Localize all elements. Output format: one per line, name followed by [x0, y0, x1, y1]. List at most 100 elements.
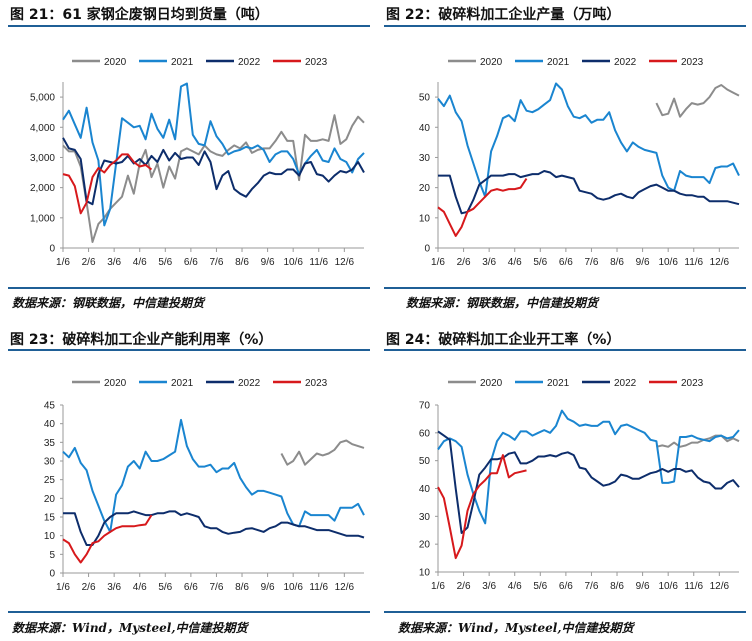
- y-tick-label: 10: [44, 531, 56, 542]
- chart-svg: 0 10 20 30 40 50 1/6 2/6 3/6 4/6 5/6 6/6 7/6 8/6 9/6 10…: [419, 57, 740, 268]
- x-tick-label: 11/6: [684, 581, 703, 592]
- series-line-2022: [438, 170, 740, 215]
- x-tick-label: 8/6: [235, 257, 249, 268]
- x-tick-label: 9/6: [261, 257, 275, 268]
- legend-label-2023: 2023: [681, 378, 704, 389]
- y-tick-label: 10: [419, 213, 431, 224]
- x-tick-label: 10/6: [658, 257, 678, 268]
- source-note: 数据来源：Wind，Mysteel,中信建投期货: [398, 621, 634, 635]
- x-tick-label: 6/6: [184, 582, 198, 593]
- series-line-2020: [656, 434, 740, 448]
- x-tick-label: 8/6: [235, 582, 249, 593]
- legend-label-2023: 2023: [681, 57, 704, 68]
- series-line-2023: [62, 514, 153, 564]
- x-tick-label: 10/6: [658, 581, 678, 592]
- y-tick-label: 50: [419, 456, 431, 467]
- x-tick-label: 4/6: [133, 257, 147, 268]
- chart-panel-23: 图 23：破碎料加工企业产能利用率（%） 0 5 10 15 20 25 30 35 40 45 1…: [0, 320, 376, 640]
- series-line-2023: [62, 153, 153, 215]
- series-line-2023: [437, 454, 527, 560]
- y-tick-label: 30: [419, 153, 431, 164]
- legend-label-2020: 2020: [104, 57, 127, 68]
- legend-label-2022: 2022: [614, 57, 637, 68]
- x-tick-label: 3/6: [107, 582, 121, 593]
- y-tick-label: 40: [419, 484, 431, 495]
- x-tick-label: 10/6: [283, 257, 303, 268]
- legend-label-2021: 2021: [171, 378, 194, 389]
- x-tick-label: 9/6: [636, 581, 650, 592]
- x-tick-label: 1/6: [56, 257, 70, 268]
- legend-label-2022: 2022: [614, 378, 637, 389]
- source-note: 数据来源：Wind，Mysteel,中信建投期货: [12, 621, 248, 635]
- y-tick-label: 20: [419, 183, 431, 194]
- chart-title: 图 23：破碎料加工企业产能利用率（%）: [10, 332, 273, 348]
- x-tick-label: 9/6: [636, 257, 650, 268]
- x-tick-label: 12/6: [335, 582, 355, 593]
- series-line-2023: [437, 178, 528, 237]
- x-tick-label: 4/6: [508, 257, 522, 268]
- x-tick-label: 8/6: [610, 581, 624, 592]
- x-tick-label: 2/6: [82, 582, 96, 593]
- x-tick-label: 5/6: [158, 582, 172, 593]
- source-rule: [384, 287, 746, 289]
- x-tick-label: 4/6: [508, 581, 522, 592]
- y-tick-label: 20: [419, 540, 431, 551]
- series-line-2021: [62, 418, 365, 533]
- x-tick-label: 7/6: [209, 582, 223, 593]
- legend-label-2023: 2023: [305, 378, 328, 389]
- chart-svg: 0 1,000 2,000 3,000 4,000 5,000 1/6 2/6 3/6 4/6 5/…: [30, 57, 365, 268]
- chart-svg: 10 20 30 40 50 60 70 1/6 2/6 3/6 4/6 5/6 6/6 7/6 8/6 9/…: [419, 378, 740, 592]
- x-tick-label: 6/6: [559, 257, 573, 268]
- x-tick-label: 2/6: [457, 257, 471, 268]
- x-tick-label: 1/6: [431, 257, 445, 268]
- y-tick-label: 2,000: [30, 183, 55, 194]
- x-tick-label: 11/6: [684, 257, 703, 268]
- x-tick-label: 5/6: [158, 257, 172, 268]
- legend-label-2021: 2021: [171, 57, 194, 68]
- series-line-2020: [280, 439, 365, 466]
- x-tick-label: 5/6: [533, 581, 547, 592]
- x-tick-label: 7/6: [209, 257, 223, 268]
- x-tick-label: 12/6: [710, 581, 730, 592]
- y-tick-label: 3,000: [30, 153, 55, 164]
- y-tick-label: 5,000: [30, 93, 55, 104]
- x-tick-label: 2/6: [82, 257, 96, 268]
- source-rule: [8, 611, 370, 613]
- y-tick-label: 70: [419, 401, 431, 412]
- title-rule: [384, 349, 746, 351]
- series-line-2022: [437, 430, 740, 534]
- series-line-2021: [62, 82, 365, 227]
- legend-label-2021: 2021: [547, 57, 570, 68]
- y-tick-label: 20: [44, 494, 56, 505]
- legend-label-2020: 2020: [480, 378, 503, 389]
- x-tick-label: 5/6: [533, 257, 547, 268]
- y-tick-label: 15: [44, 513, 56, 524]
- chart-panel-22: 图 22：破碎料加工企业产量（万吨） 0 10 20 30 40 50 1/6 2/6 3/6 4…: [376, 0, 752, 320]
- legend-label-2020: 2020: [480, 57, 503, 68]
- y-tick-label: 40: [419, 123, 431, 134]
- y-tick-label: 5: [49, 550, 55, 561]
- y-tick-label: 0: [49, 244, 55, 255]
- chart-panel-24: 图 24：破碎料加工企业开工率（%） 10 20 30 40 50 60 70 1/6 2/6 3…: [376, 320, 752, 640]
- y-tick-label: 4,000: [30, 123, 55, 134]
- y-tick-label: 50: [419, 93, 431, 104]
- x-tick-label: 3/6: [482, 257, 496, 268]
- series-line-2022: [63, 510, 365, 546]
- x-tick-label: 11/6: [309, 582, 328, 593]
- x-tick-label: 6/6: [184, 257, 198, 268]
- series-line-2020: [62, 114, 365, 243]
- source-note: 数据来源：钢联数据，中信建投期货: [12, 296, 205, 310]
- series-line-2022: [62, 137, 365, 206]
- x-tick-label: 9/6: [261, 582, 275, 593]
- source-rule: [8, 287, 370, 289]
- y-tick-label: 0: [49, 569, 55, 580]
- x-tick-label: 2/6: [457, 581, 471, 592]
- chart-title: 图 22：破碎料加工企业产量（万吨）: [386, 7, 621, 23]
- chart-title: 图 24：破碎料加工企业开工率（%）: [386, 332, 621, 348]
- legend-label-2022: 2022: [238, 378, 261, 389]
- series-line-2021: [437, 409, 740, 525]
- x-tick-label: 7/6: [584, 581, 598, 592]
- x-tick-label: 12/6: [710, 257, 730, 268]
- chart-title: 图 21：61 家钢企废钢日均到货量（吨）: [10, 7, 269, 23]
- title-rule: [384, 25, 746, 27]
